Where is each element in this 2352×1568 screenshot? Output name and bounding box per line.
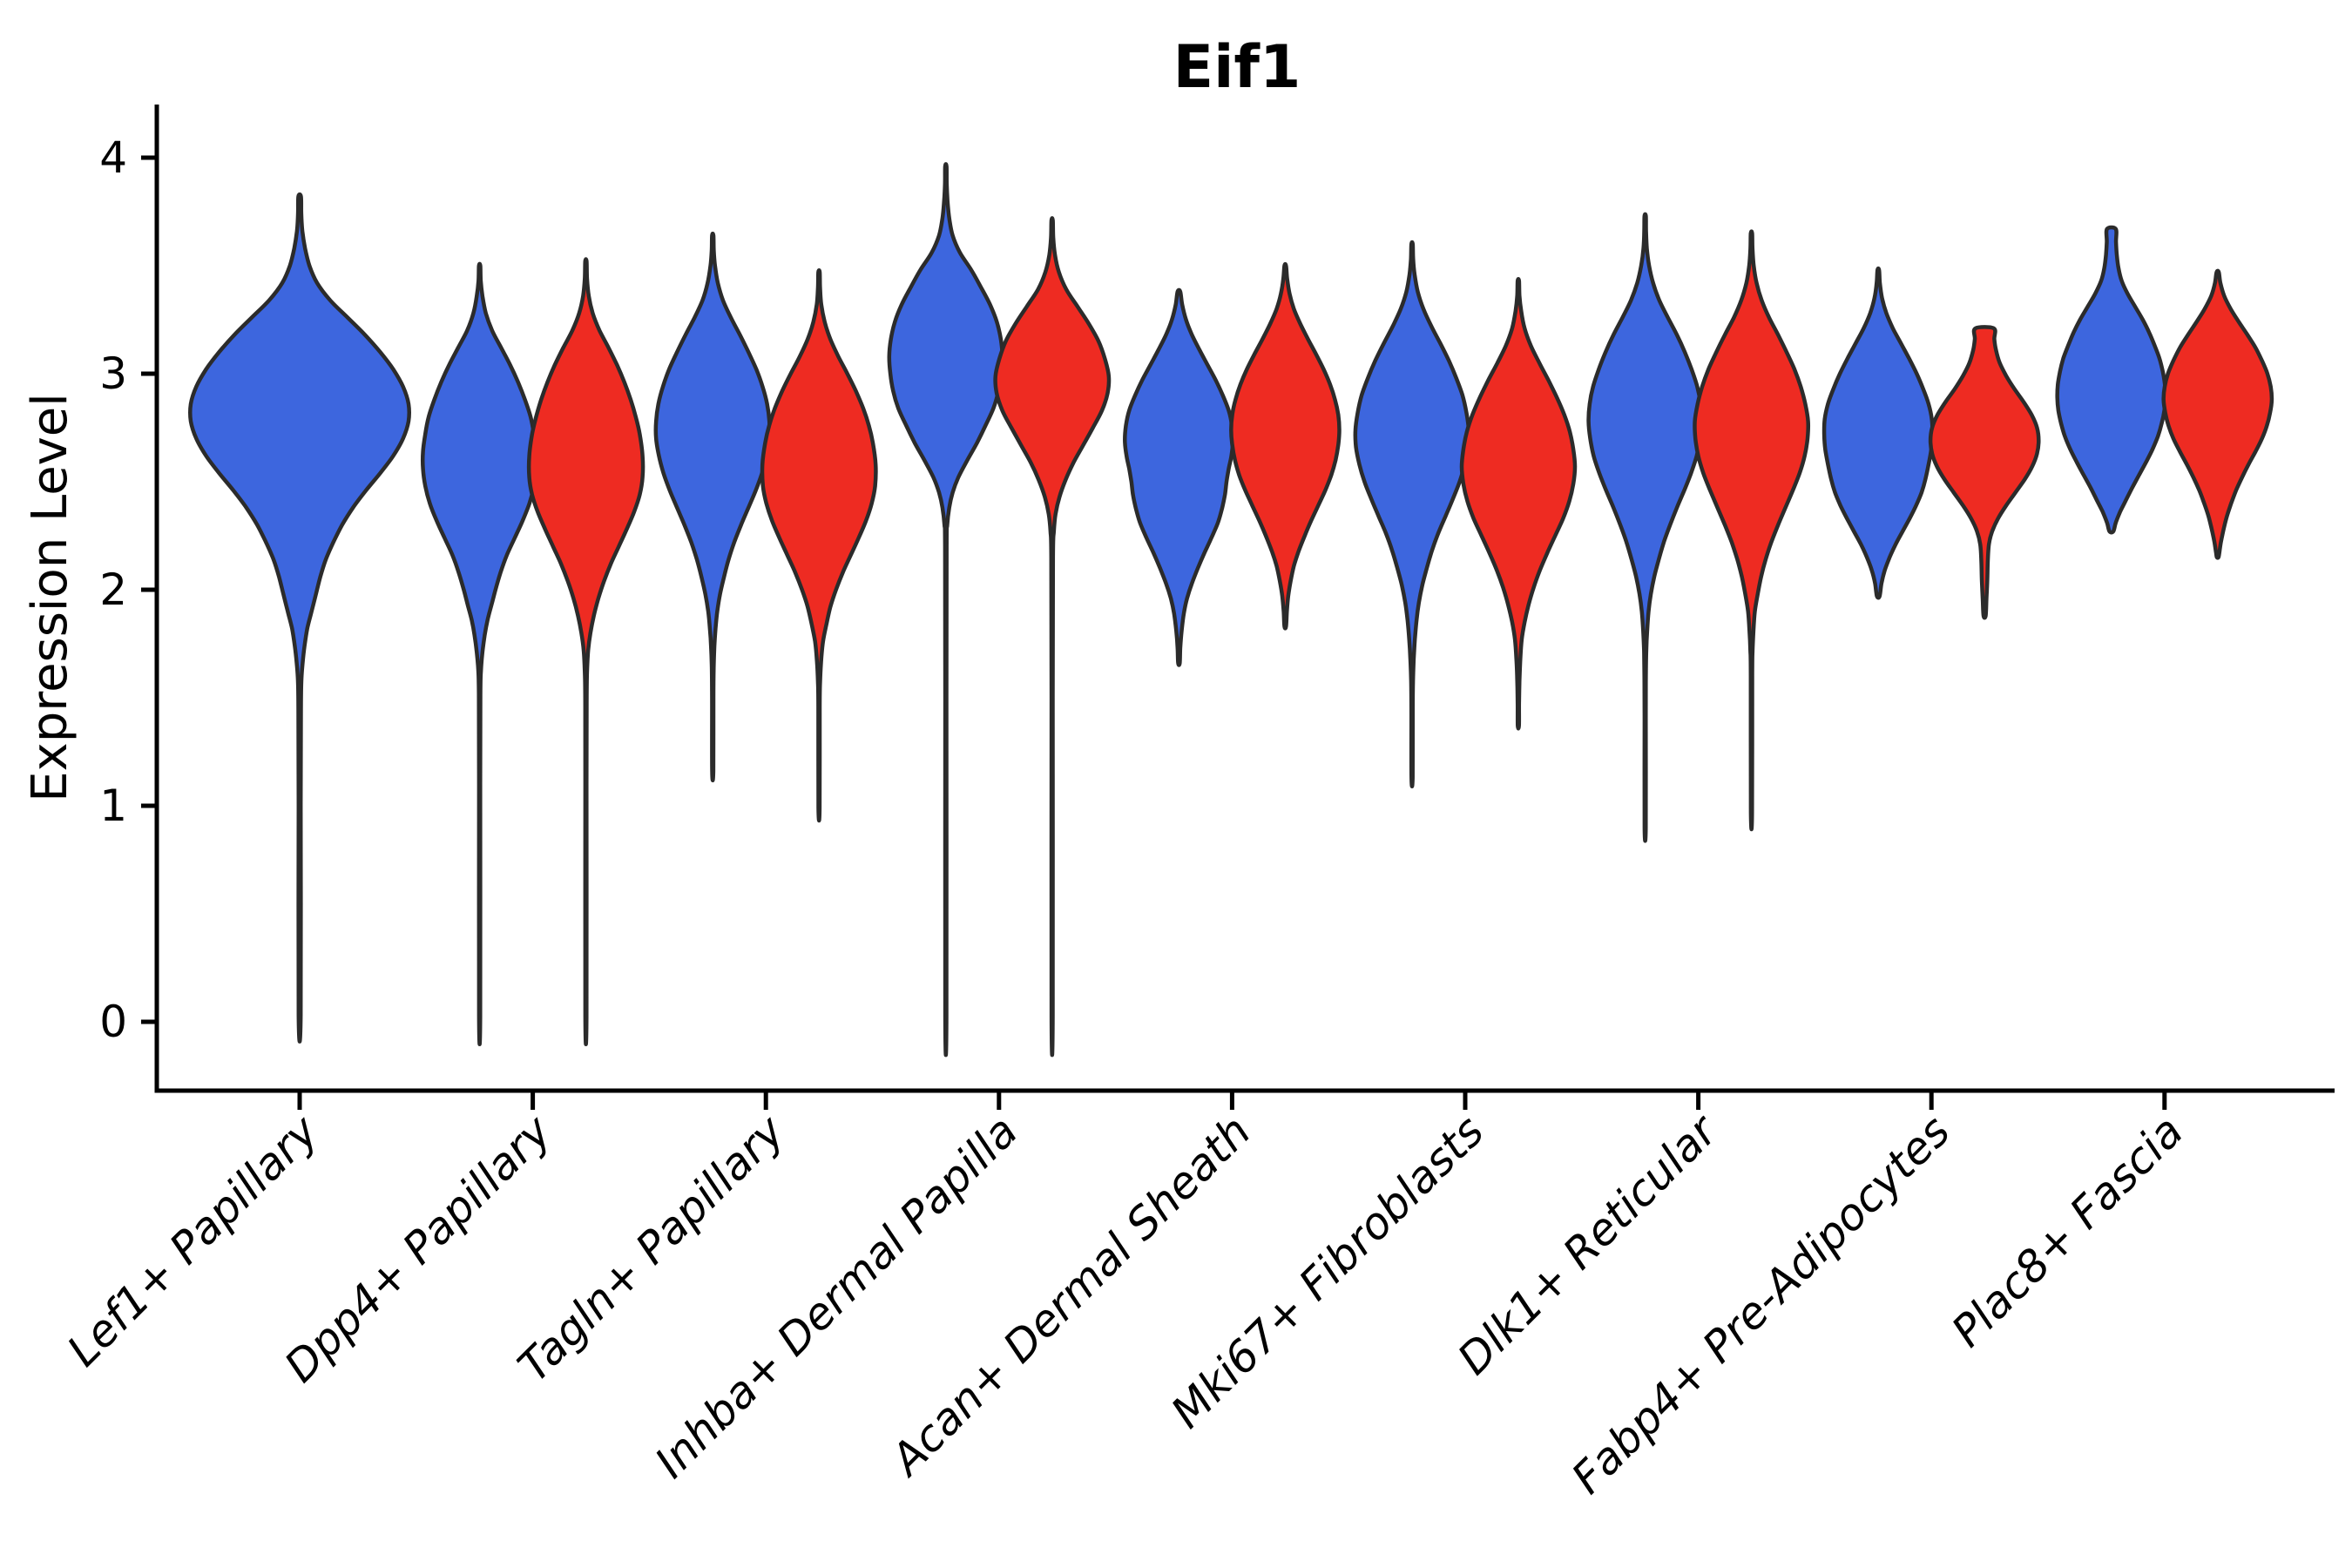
violin-mki67-fibroblasts-blue	[1353, 240, 1471, 788]
y-tick-label-3: 3	[99, 348, 127, 399]
y-tick-label-1: 1	[99, 781, 127, 831]
y-axis-label: Expression Level	[22, 393, 78, 802]
y-tick-label-2: 2	[99, 564, 127, 615]
violin-inhba-dermal-papilla-red	[993, 216, 1112, 1058]
violin-inhba-dermal-papilla-blue	[887, 162, 1005, 1058]
violin-fabp4-pre-adipocytes-red	[1928, 325, 2041, 620]
violin-mki67-fibroblasts-red	[1459, 276, 1578, 731]
y-tick-label-4: 4	[99, 132, 127, 183]
x-category-label-7: Fabp4+ Pre-Adipocytes	[1562, 1105, 1960, 1504]
violin-plac8-fascia-red	[2161, 268, 2274, 560]
violin-dpp4-papillary-blue	[420, 261, 539, 1046]
violin-fabp4-pre-adipocytes-blue	[1821, 266, 1935, 600]
y-tick-label-0: 0	[99, 997, 127, 1047]
violin-tagln-papillary-red	[760, 267, 878, 823]
x-category-label-0: Lef1+ Papillary	[57, 1105, 328, 1375]
violin-dpp4-papillary-red	[526, 257, 645, 1046]
violins-layer	[188, 162, 2274, 1058]
violin-dlk1-reticular-red	[1693, 229, 1811, 832]
violin-plac8-fascia-blue	[2055, 225, 2168, 535]
violin-dlk1-reticular-blue	[1586, 212, 1704, 843]
chart-title: Eif1	[1173, 33, 1301, 102]
x-category-label-8: Plac8+ Fascia	[1942, 1105, 2193, 1356]
axes-spines	[154, 105, 2335, 1093]
violin-acan-dermal-sheath-blue	[1123, 287, 1235, 667]
violin-acan-dermal-sheath-red	[1229, 261, 1342, 631]
violin-lef1-papillary-blue	[188, 192, 411, 1044]
violin-tagln-papillary-blue	[653, 231, 772, 783]
